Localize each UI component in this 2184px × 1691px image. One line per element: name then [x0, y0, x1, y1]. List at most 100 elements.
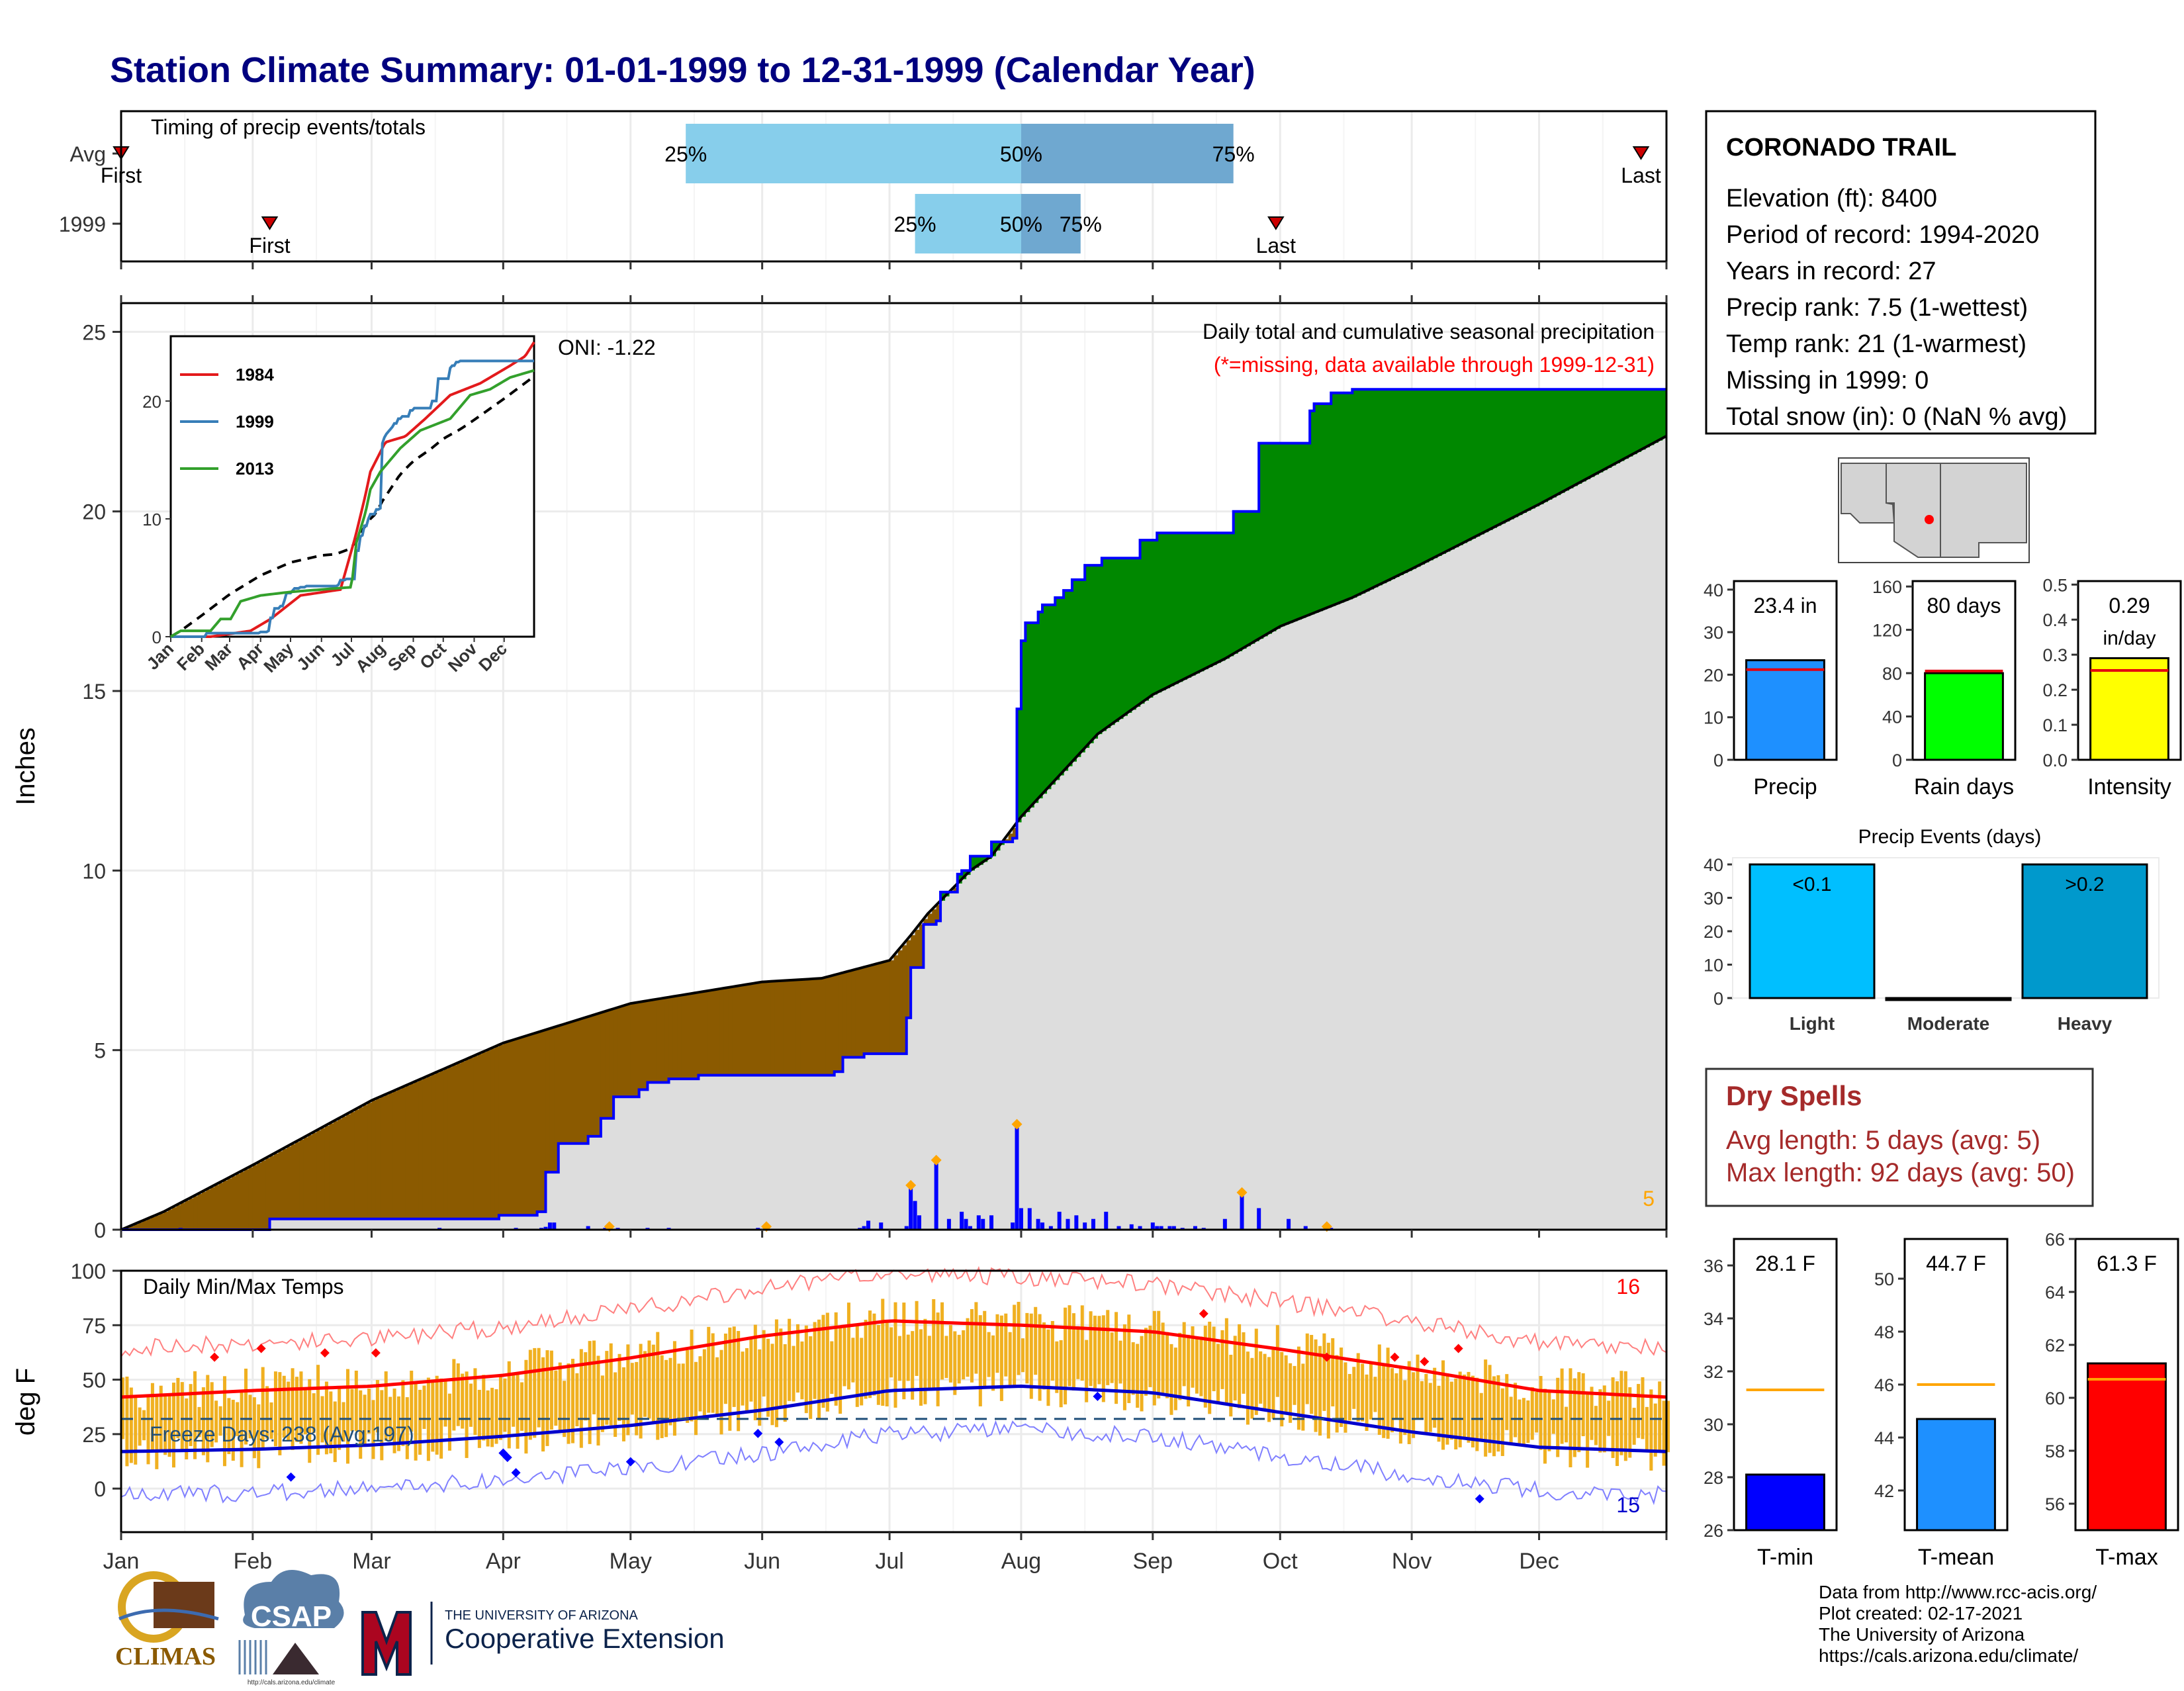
y-tick-label: 10: [1704, 708, 1723, 728]
daily-temp-bar: [1178, 1332, 1182, 1400]
bar-name-label: T-max: [2095, 1545, 2158, 1570]
daily-temp-bar: [728, 1327, 732, 1431]
below-average-fill: [150, 1217, 156, 1230]
daily-temp-bar: [1658, 1381, 1662, 1451]
y-tick-label: 44: [1874, 1428, 1894, 1448]
above-average-fill: [1560, 389, 1565, 493]
below-average-fill: [686, 994, 691, 1079]
above-average-fill: [1500, 389, 1506, 524]
above-average-fill: [1199, 533, 1205, 672]
daily-temp-bar: [244, 1368, 248, 1445]
above-average-fill: [1539, 389, 1544, 504]
daily-temp-bar: [312, 1393, 316, 1434]
map-state-nm: [1940, 463, 2027, 558]
y-tick-label: 20: [82, 500, 106, 524]
daily-temp-bar: [549, 1350, 553, 1430]
event-category-label: Heavy: [2058, 1013, 2113, 1034]
daily-temp-bar: [1449, 1381, 1453, 1440]
daily-temp-bar: [1514, 1383, 1518, 1438]
daily-temp-bar: [923, 1318, 927, 1404]
above-average-fill: [1034, 622, 1039, 803]
inset-legend-label: 1984: [236, 365, 274, 385]
station-info-line: Temp rank: 21 (1-warmest): [1726, 330, 2026, 358]
daily-temp-bar: [1229, 1354, 1233, 1417]
below-average-fill: [180, 1203, 185, 1230]
average-max-line: [120, 1319, 1667, 1399]
below-average-fill: [834, 975, 839, 1072]
page-title: Station Climate Summary: 01-01-1999 to 1…: [110, 50, 1255, 90]
daily-temp-bar: [197, 1406, 201, 1438]
daily-temp-bar: [528, 1349, 532, 1440]
daily-temp-bar: [1271, 1348, 1275, 1419]
daily-temp-bar: [944, 1336, 948, 1379]
daily-temp-bar: [1004, 1313, 1008, 1377]
above-average-fill: [1029, 622, 1034, 808]
daily-precip-bar: [1193, 1226, 1197, 1230]
above-average-fill: [1488, 389, 1493, 530]
daily-temp-bar: [1365, 1374, 1369, 1432]
daily-temp-bar: [932, 1299, 936, 1390]
daily-temp-bar: [1127, 1314, 1131, 1403]
temp-summary-bar-0: 26 28 30 32 34 36 28.1 F T-min: [1704, 1238, 1838, 1570]
above-average-fill: [1314, 403, 1319, 613]
below-average-fill: [303, 1137, 308, 1219]
daily-temp-bar: [367, 1389, 371, 1434]
above-average-fill: [1377, 389, 1383, 586]
daily-temp-bar: [664, 1359, 668, 1438]
above-average-fill: [1556, 389, 1561, 496]
daily-temp-bar: [1403, 1380, 1407, 1436]
below-average-fill: [911, 935, 916, 968]
above-average-fill: [1182, 533, 1187, 680]
daily-temp-bar: [1169, 1344, 1173, 1415]
below-average-fill: [737, 985, 742, 1075]
value-bar: [2087, 1362, 2167, 1531]
daily-temp-bar: [817, 1319, 821, 1419]
daily-temp-bar: [800, 1341, 804, 1400]
daily-precip-bar: [917, 1215, 921, 1230]
daily-temp-bar: [1191, 1326, 1195, 1388]
daily-temp-bar: [1025, 1312, 1029, 1384]
daily-temp-bar: [1212, 1326, 1216, 1391]
daily-temp-bar: [839, 1326, 842, 1414]
above-average-fill: [1416, 389, 1421, 567]
daily-temp-bar: [1572, 1378, 1576, 1457]
record-low-marker: [1475, 1494, 1484, 1504]
daily-precip-bar: [1074, 1215, 1079, 1230]
record-high-marker: [1199, 1308, 1208, 1318]
y-tick-label: 0.4: [2042, 610, 2068, 630]
daily-precip-bar: [862, 1226, 866, 1230]
bar-name-label: Rain days: [1914, 774, 2014, 800]
above-average-fill: [962, 870, 967, 880]
daily-precip-bar: [904, 1226, 909, 1230]
below-average-fill: [214, 1185, 220, 1230]
below-average-fill: [915, 929, 920, 968]
above-average-fill: [957, 874, 962, 884]
below-average-fill: [384, 1095, 389, 1219]
above-average-fill: [1403, 389, 1408, 573]
above-average-fill: [1628, 389, 1633, 457]
below-average-fill: [392, 1091, 398, 1219]
daily-temp-bar: [753, 1324, 757, 1420]
below-average-fill: [723, 988, 729, 1075]
daily-temp-bar: [983, 1310, 987, 1387]
below-average-fill: [860, 968, 865, 1058]
y-tick-label: 0.3: [2042, 645, 2068, 665]
above-average-fill: [1097, 565, 1103, 735]
x-tick-label: Oct: [1263, 1549, 1298, 1574]
daily-temp-bar: [185, 1398, 189, 1460]
y-tick-label: 5: [94, 1039, 106, 1063]
below-average-fill: [222, 1180, 228, 1230]
temp-panel-frame: [120, 1269, 1668, 1533]
daily-temp-bar: [630, 1363, 634, 1415]
below-average-fill: [567, 1023, 572, 1144]
bar-value-label: 0.29: [2109, 594, 2150, 617]
daily-temp-bar: [681, 1363, 685, 1420]
daily-temp-bar: [240, 1393, 244, 1467]
below-average-fill: [885, 961, 890, 1054]
csap-logo-text: CSAP: [251, 1600, 332, 1633]
daily-temp-bar: [911, 1331, 915, 1400]
precip-caption-missing: (*=missing, data available through 1999-…: [1214, 353, 1655, 377]
daily-temp-bar: [269, 1402, 273, 1439]
below-average-fill: [617, 1007, 623, 1097]
daily-temp-bar: [1199, 1336, 1203, 1396]
